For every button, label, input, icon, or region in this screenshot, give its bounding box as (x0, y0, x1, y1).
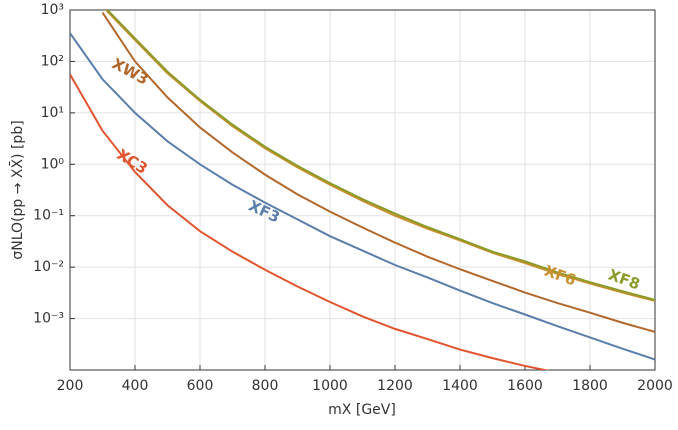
plot-area (70, 10, 655, 370)
x-tick-label: 200 (57, 378, 84, 394)
y-tick-label: 10⁻² (33, 259, 64, 275)
x-tick-label: 1600 (507, 378, 543, 394)
series-line (70, 32, 655, 361)
x-tick-label: 400 (122, 378, 149, 394)
y-tick-label: 10⁰ (41, 156, 65, 172)
y-tick-label: 10⁻³ (33, 311, 64, 327)
y-tick-label: 10⁻¹ (33, 208, 64, 224)
x-tick-label: 2000 (637, 378, 673, 394)
series-label: XW3 (109, 55, 151, 89)
x-tick-label: 1000 (312, 378, 348, 394)
series-line (106, 10, 655, 301)
y-axis-label: σNLO(pp → XX̄) [pb] (8, 120, 26, 259)
plot-frame (69, 9, 656, 371)
x-tick-label: 1400 (442, 378, 478, 394)
y-tick-label: 10¹ (41, 105, 64, 121)
y-tick-label: 10³ (41, 2, 64, 18)
x-axis-label: mX [GeV] (328, 402, 396, 418)
series-label: XF3 (246, 197, 283, 227)
y-tick-label: 10² (41, 53, 64, 69)
series-line (101, 12, 655, 333)
series-label: XC3 (114, 145, 151, 177)
series-label: XF6 (542, 262, 578, 290)
series-line (70, 73, 550, 370)
x-tick-label: 800 (252, 378, 279, 394)
x-tick-label: 1800 (572, 378, 608, 394)
x-tick-label: 1200 (377, 378, 413, 394)
x-tick-label: 600 (187, 378, 214, 394)
